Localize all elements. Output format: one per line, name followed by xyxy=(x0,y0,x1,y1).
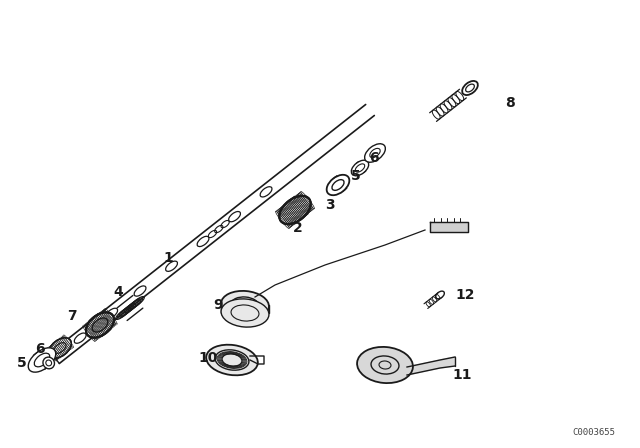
Text: C0003655: C0003655 xyxy=(572,428,615,437)
Ellipse shape xyxy=(326,175,349,195)
Text: 4: 4 xyxy=(113,285,123,299)
Text: 11: 11 xyxy=(452,368,472,382)
Text: 1: 1 xyxy=(163,251,173,265)
Text: 5: 5 xyxy=(17,356,27,370)
Ellipse shape xyxy=(279,196,310,224)
Text: 12: 12 xyxy=(455,288,475,302)
Polygon shape xyxy=(430,222,468,232)
Ellipse shape xyxy=(221,291,269,319)
Ellipse shape xyxy=(28,348,56,372)
Ellipse shape xyxy=(221,299,269,327)
Ellipse shape xyxy=(357,347,413,383)
Ellipse shape xyxy=(86,312,114,338)
Ellipse shape xyxy=(365,144,385,162)
Text: 2: 2 xyxy=(293,221,303,235)
Text: 6: 6 xyxy=(369,151,379,165)
Text: 5: 5 xyxy=(351,169,361,183)
Ellipse shape xyxy=(462,81,478,95)
Text: 9: 9 xyxy=(213,298,223,312)
Text: 8: 8 xyxy=(505,96,515,110)
Ellipse shape xyxy=(49,338,71,358)
Text: 3: 3 xyxy=(325,198,335,212)
Text: 6: 6 xyxy=(35,342,45,356)
Polygon shape xyxy=(407,357,455,375)
Ellipse shape xyxy=(43,357,54,369)
Ellipse shape xyxy=(351,160,369,176)
Ellipse shape xyxy=(206,345,258,375)
Text: 7: 7 xyxy=(67,309,77,323)
Text: 10: 10 xyxy=(198,351,218,365)
Ellipse shape xyxy=(436,291,444,299)
